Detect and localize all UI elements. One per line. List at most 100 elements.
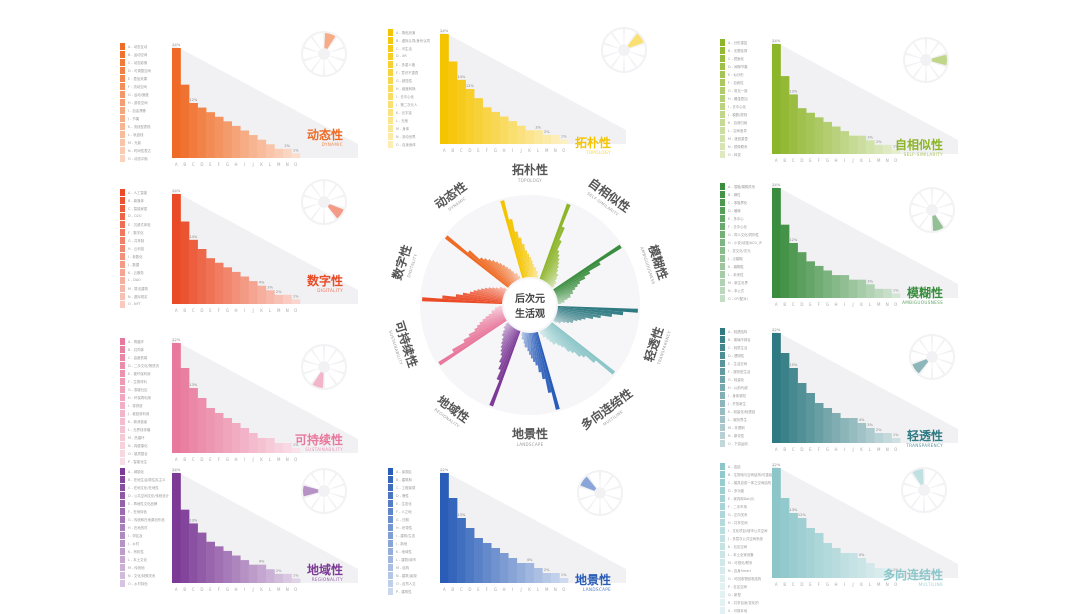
center-segment-bar <box>557 294 571 299</box>
legend-item: C - 轻质生活 <box>720 343 782 351</box>
x-tick-label: G <box>226 587 229 592</box>
bar <box>806 528 815 578</box>
x-tick-label: M <box>877 158 881 163</box>
x-tick-label: O <box>294 308 297 313</box>
bar <box>265 144 275 158</box>
center-segment-bar <box>499 329 518 363</box>
x-tick-label: N <box>886 302 889 307</box>
center-segment-bar <box>524 250 529 278</box>
x-tick-label: I <box>844 582 845 587</box>
legend-swatch <box>120 563 125 571</box>
legend-label: J - 被回收利用 <box>128 411 150 416</box>
bar <box>865 140 875 154</box>
legend-label: M - 新生世界 <box>728 280 748 285</box>
legend-item: A - 角色扮演 <box>388 28 450 36</box>
center-segment-bar <box>557 309 601 319</box>
legend-swatch <box>720 230 725 238</box>
legend-swatch <box>120 433 125 441</box>
bar <box>797 252 807 298</box>
center-segment-bar <box>542 329 549 340</box>
legend-swatch <box>720 262 725 270</box>
bar <box>197 398 207 453</box>
legend-label: A - 角色扮演 <box>396 30 416 35</box>
legend-swatch <box>720 351 725 359</box>
x-tick-label: N <box>286 308 289 313</box>
legend-item: N - 非公式 <box>720 286 782 294</box>
legend-swatch <box>720 134 725 142</box>
legend-swatch <box>120 276 125 284</box>
legend-label: O - 被质整合 <box>128 451 148 456</box>
x-tick-label: M <box>545 587 549 592</box>
panel-multilink: A - 连结 B - 生物电与空间结构/可重组的 C - 模具自成一体之空间结构 D … <box>712 460 958 614</box>
center-segment-bar <box>494 308 503 311</box>
panel-regional: A - 城镇化 B - 在地生活/原住民主义 C - 在地文化/在地性 D - 公共空… <box>112 465 358 605</box>
legend-label: E - 叠加效果 <box>128 76 148 81</box>
mini-segment <box>920 215 932 231</box>
bar <box>172 48 181 158</box>
bar <box>780 353 790 443</box>
legend-swatch <box>720 566 725 574</box>
legend-item: E - 叠加效果 <box>120 74 182 82</box>
mini-segment <box>312 496 324 512</box>
legend-item: N - 自身Smart <box>720 566 782 574</box>
legend-item: F - 生物材料 <box>120 377 182 385</box>
mini-segment <box>303 196 319 208</box>
legend-label: A - 城镇化 <box>128 469 144 474</box>
bar <box>533 568 543 583</box>
legend-swatch <box>720 383 725 391</box>
bar <box>223 550 233 583</box>
legend-swatch <box>388 132 393 140</box>
legend-label: G - 运动/速度 <box>128 92 149 97</box>
legend-label: J - 新地 <box>396 541 408 546</box>
legend-label: F - 去中心化 <box>728 224 747 229</box>
legend-item: M - 非透明 <box>720 423 782 431</box>
data-label: 22% <box>772 328 781 332</box>
legend-label: C - 动态影像 <box>128 60 148 65</box>
legend-label: O - 转变 <box>728 152 741 157</box>
legend-swatch <box>720 70 725 78</box>
legend-swatch <box>720 478 725 486</box>
center-segment-bar <box>489 330 521 407</box>
legend-label: K - 元宇宙 <box>396 110 412 115</box>
legend-item: D - 爆性 <box>388 491 450 499</box>
legend-item: J - 乡村 <box>120 539 182 547</box>
bar <box>857 558 867 578</box>
legend-swatch <box>388 140 393 148</box>
center-segment-bar <box>557 311 586 320</box>
bar <box>823 543 833 578</box>
x-tick-label: H <box>502 587 505 592</box>
legend-swatch <box>120 401 125 409</box>
center-segment-bar <box>505 322 509 326</box>
legend-item: G - 零废社区 <box>120 385 182 393</box>
bar <box>440 34 449 144</box>
legend-label: O - 自然人文 <box>396 581 416 586</box>
legend-item: F - 意识不重叠 <box>388 68 450 76</box>
legend-swatch <box>720 238 725 246</box>
x-tick-label: N <box>286 457 289 462</box>
mini-segment <box>906 62 923 77</box>
mini-segment <box>914 39 926 55</box>
mini-segment <box>905 54 921 66</box>
x-tick-label: A <box>775 302 778 307</box>
mini-segment <box>932 215 944 231</box>
bar <box>248 433 258 453</box>
legend-label: H - 在地的村 <box>128 525 148 530</box>
data-label: 24% <box>772 183 781 187</box>
x-tick-label: G <box>226 162 229 167</box>
center-segment-bar <box>498 305 503 308</box>
legend-item: K - 新消费者 <box>120 417 182 425</box>
bar <box>550 573 560 583</box>
legend-label: E - 家具和Dot(S) <box>728 496 755 501</box>
legend-label: O - 可回收物回收结构 <box>728 576 762 581</box>
x-tick-label: B <box>183 457 186 462</box>
x-tick-label: N <box>286 587 289 592</box>
panel-title: 动态性 <box>306 128 343 142</box>
x-tick-label: O <box>294 587 297 592</box>
x-tick-label: H <box>234 308 237 313</box>
legend-label: G - 正向关系 <box>728 512 748 517</box>
legend-swatch <box>120 138 125 146</box>
legend-item: K - 流线型表现 <box>120 122 182 130</box>
mini-radial-icon <box>301 31 347 77</box>
legend-item: G - 日期 <box>388 515 450 523</box>
mini-segment <box>935 359 952 374</box>
